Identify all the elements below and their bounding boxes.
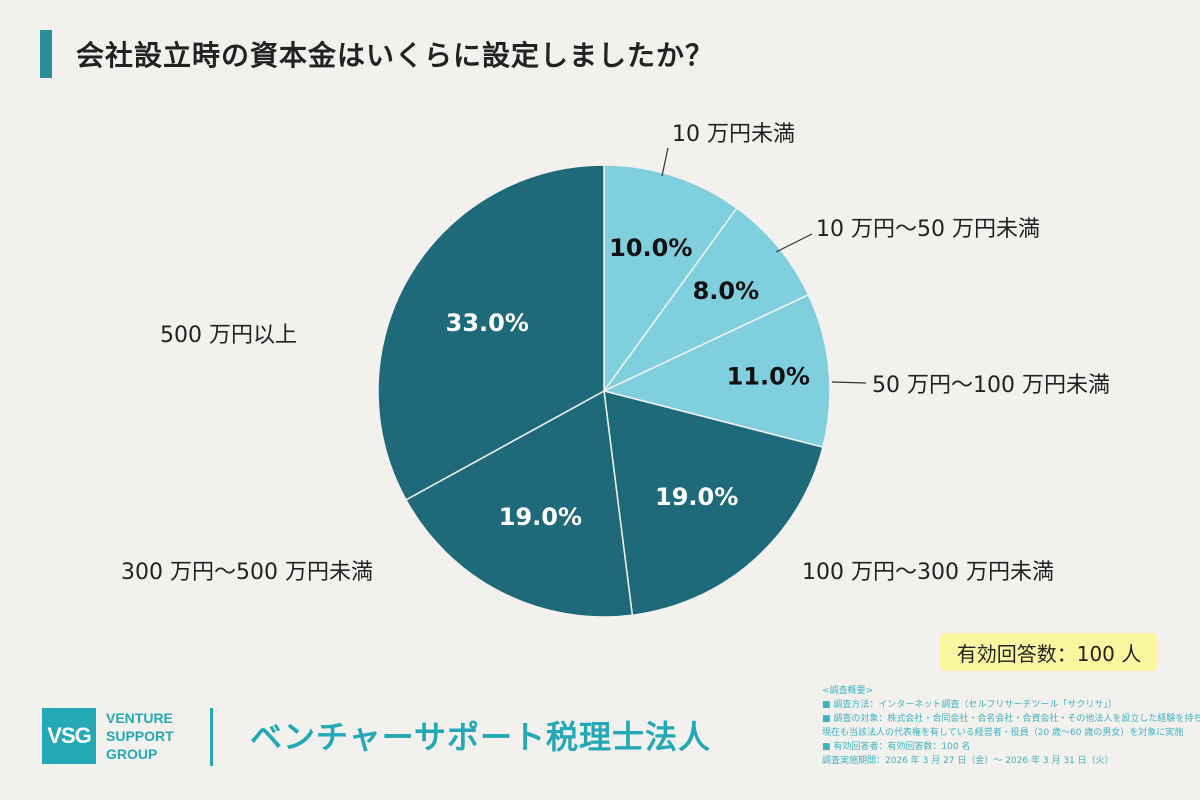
slice-category-label: 10 万円〜50 万円未満 [816,217,1040,242]
survey-line-5: 調査実施期間：2026 年 3 月 27 日（金）〜 2026 年 3 月 31… [822,756,1114,766]
slice-category-label: 300 万円〜500 万円未満 [121,560,373,585]
logo-line-2: SUPPORT [106,728,174,744]
slice-percent-label: 8.0% [693,277,760,305]
vsg-logo-text: VENTURE SUPPORT GROUP [106,709,174,763]
pie-slice [603,164,738,394]
survey-line-4: ■ 有効回答者：有効回答数：100 名 [822,742,971,752]
company-name: ベンチャーサポート税理士法人 [250,718,712,756]
slice-category-label: 500 万円以上 [160,323,297,348]
logo-divider [210,708,213,766]
survey-line-2: ■ 調査の対象：株式会社・合同会社・合名会社・合資会社・その他法人を設立した経験… [822,714,1200,724]
slice-percent-label: 33.0% [446,309,529,337]
pie-slice [603,207,810,392]
pie-slice [601,293,831,449]
slice-percent-label: 11.0% [727,362,810,390]
title-accent-bar [40,30,52,78]
slice-percent-label: 19.0% [655,483,738,511]
respondents-badge: 有効回答数：100 人 [940,633,1158,671]
pie-slice [404,389,634,618]
survey-line-3: 現在も当該法人の代表権を有している経営者・役員（20 歳〜60 歳の男女）を対象… [822,728,1184,738]
leader-line [831,381,867,384]
pie-slice [377,164,605,501]
survey-heading: <調査概要> [822,686,874,696]
vsg-logo-mark: VSG [42,708,96,764]
leader-line [661,147,669,177]
slice-category-label: 10 万円未満 [672,122,795,147]
leader-line [775,233,813,253]
page-title: 会社設立時の資本金はいくらに設定しましたか？ [76,39,715,72]
survey-summary: <調査概要> ■ 調査方法：インターネット調査（セルフリサーチツール「サクリサ」… [822,684,1200,768]
logo-line-3: GROUP [106,746,158,762]
pie-slice [603,389,824,617]
survey-line-1: ■ 調査方法：インターネット調査（セルフリサーチツール「サクリサ」） [822,700,1117,710]
slice-category-label: 50 万円〜100 万円未満 [872,373,1110,398]
slice-percent-label: 10.0% [609,234,692,262]
logo-line-1: VENTURE [106,710,173,726]
slice-percent-label: 19.0% [499,503,582,531]
slice-category-label: 100 万円〜300 万円未満 [802,560,1054,585]
